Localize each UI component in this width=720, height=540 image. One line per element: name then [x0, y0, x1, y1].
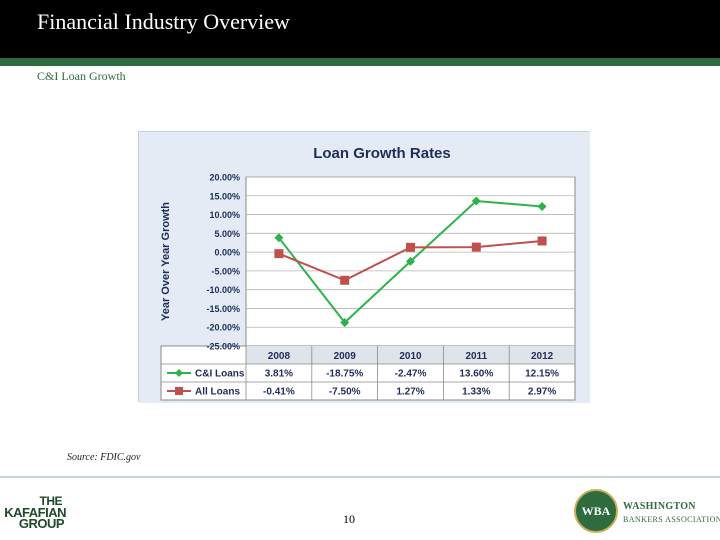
- logo-line: GROUP: [18, 516, 65, 531]
- data-point: [471, 196, 481, 206]
- slide-subtitle: C&I Loan Growth: [37, 69, 126, 83]
- legend-swatch-marker: [175, 369, 183, 377]
- chart-frame: 20.00% 15.00% 10.00% 5.00% 0.00% -5.00% -10.00…: [138, 131, 590, 403]
- data-point: [537, 201, 547, 211]
- kafafian-group-logo: THE KAFAFIAN GROUP: [4, 494, 66, 540]
- y-tick-label: 0.00%: [214, 248, 240, 258]
- data-point: [406, 256, 415, 266]
- chart-title: Loan Growth Rates: [313, 145, 451, 162]
- data-label: 3.81%: [265, 369, 293, 380]
- y-tick-label: -10.00%: [206, 285, 240, 295]
- slide-title: Financial Industry Overview: [37, 9, 290, 34]
- accent-bar: [0, 58, 720, 66]
- title-bar: [0, 0, 720, 58]
- data-label: 2.97%: [528, 387, 556, 398]
- wba-seal-logo: WBA: [574, 489, 618, 533]
- x-tick-label: 2012: [531, 351, 554, 362]
- y-tick-label: -5.00%: [211, 266, 240, 276]
- data-point: [274, 249, 284, 259]
- page-number: 10: [343, 512, 355, 526]
- y-tick-label: 20.00%: [209, 173, 240, 183]
- data-point: [340, 275, 350, 285]
- y-tick-label: 5.00%: [214, 229, 240, 239]
- data-label: 1.33%: [462, 387, 490, 398]
- wba-name-line1: WASHINGTON: [623, 501, 696, 512]
- x-tick-label: 2008: [268, 351, 291, 362]
- data-label: -18.75%: [326, 369, 363, 380]
- y-tick-label: -25.00%: [206, 342, 240, 352]
- data-table-header: [246, 346, 575, 364]
- y-axis-label: Year Over Year Growth: [160, 202, 172, 321]
- x-tick-label: 2009: [334, 351, 357, 362]
- legend-entry: All Loans: [195, 387, 240, 398]
- logo-line: KAFAFIAN: [4, 505, 66, 520]
- y-tick-label: 15.00%: [209, 191, 240, 201]
- data-point: [340, 318, 350, 328]
- y-tick-label: 10.00%: [209, 210, 240, 220]
- source-note: Source: FDIC.gov: [67, 452, 141, 463]
- y-tick-label: -20.00%: [206, 323, 240, 333]
- footer-divider: [0, 476, 720, 478]
- x-tick-label: 2011: [465, 351, 487, 362]
- legend-entry: C&I Loans: [195, 369, 245, 380]
- data-label: 1.27%: [396, 387, 424, 398]
- legend-swatch-marker: [175, 387, 183, 395]
- data-point: [406, 242, 415, 252]
- data-point: [471, 242, 481, 252]
- x-tick-label: 2010: [399, 351, 422, 362]
- wba-seal-text: WBA: [581, 504, 611, 518]
- data-label: -7.50%: [329, 387, 361, 398]
- data-label: -2.47%: [395, 369, 427, 380]
- data-point: [274, 233, 284, 243]
- loan-growth-chart: 20.00% 15.00% 10.00% 5.00% 0.00% -5.00% -10.00…: [139, 132, 590, 403]
- data-label: 13.60%: [459, 369, 493, 380]
- data-point: [537, 236, 547, 246]
- wba-name-line2: BANKERS ASSOCIATION: [623, 515, 720, 524]
- y-tick-label: -15.00%: [206, 304, 240, 314]
- logo-line: THE: [39, 494, 63, 508]
- data-label: 12.15%: [525, 369, 559, 380]
- data-label: -0.41%: [263, 387, 295, 398]
